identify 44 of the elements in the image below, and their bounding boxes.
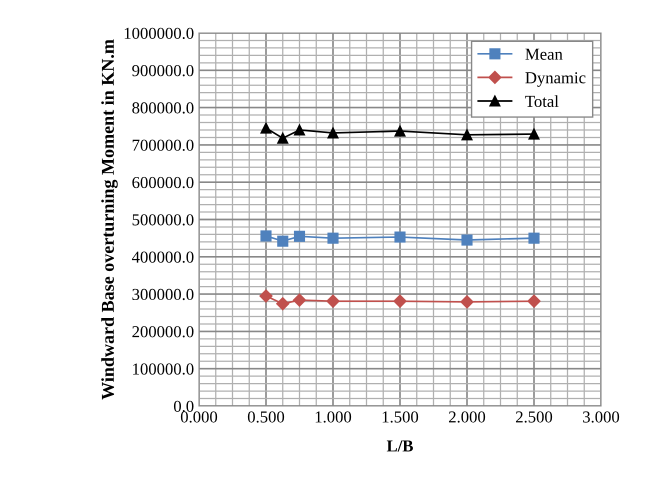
x-tick-label: 0.500 [248, 411, 284, 423]
y-tick-label: 900000.0 [132, 65, 194, 76]
point [276, 297, 290, 310]
y-tick-label: 300000.0 [132, 288, 194, 300]
point [528, 232, 540, 244]
x-tick-label: 0.000 [180, 411, 218, 423]
point [527, 294, 541, 308]
x-axis-title: L/B [386, 440, 413, 452]
y-tick-label: 700000.0 [132, 140, 194, 151]
point [327, 127, 339, 139]
y-tick-label: 0.0 [174, 400, 194, 412]
point [394, 231, 406, 243]
y-tick-label: 500000.0 [132, 214, 194, 226]
point [327, 232, 339, 244]
legend-label: Dynamic [525, 72, 586, 87]
x-tick-label: 1.000 [316, 411, 352, 423]
point [292, 293, 306, 307]
point [461, 234, 473, 246]
point [294, 124, 306, 136]
legend-label: Mean [525, 48, 563, 60]
point [460, 295, 474, 309]
y-tick-label: 100000.0 [133, 363, 194, 375]
y-tick-label: 800000.0 [132, 102, 194, 114]
point [393, 294, 407, 308]
point [259, 289, 273, 303]
legend-label: Total [525, 95, 559, 107]
point [461, 129, 473, 140]
y-tick-label: 1000000.0 [124, 28, 194, 40]
x-tick-label: 2.000 [448, 411, 486, 423]
y-tick-label: 400000.0 [132, 252, 194, 263]
x-tick-label: 2.500 [516, 411, 552, 423]
point [260, 230, 272, 242]
point [277, 236, 288, 247]
point [294, 230, 306, 242]
point [326, 294, 340, 308]
point [528, 128, 540, 140]
y-tick-label: 200000.0 [132, 326, 194, 338]
point [394, 126, 406, 137]
x-tick-label: 1.500 [382, 411, 418, 423]
point [277, 132, 288, 144]
y-tick-label: 600000.0 [132, 176, 194, 188]
point [260, 122, 272, 134]
y-axis-title: Windward Base overturning Moment in KN.m [101, 39, 118, 400]
x-tick-label: 3.000 [583, 411, 620, 423]
